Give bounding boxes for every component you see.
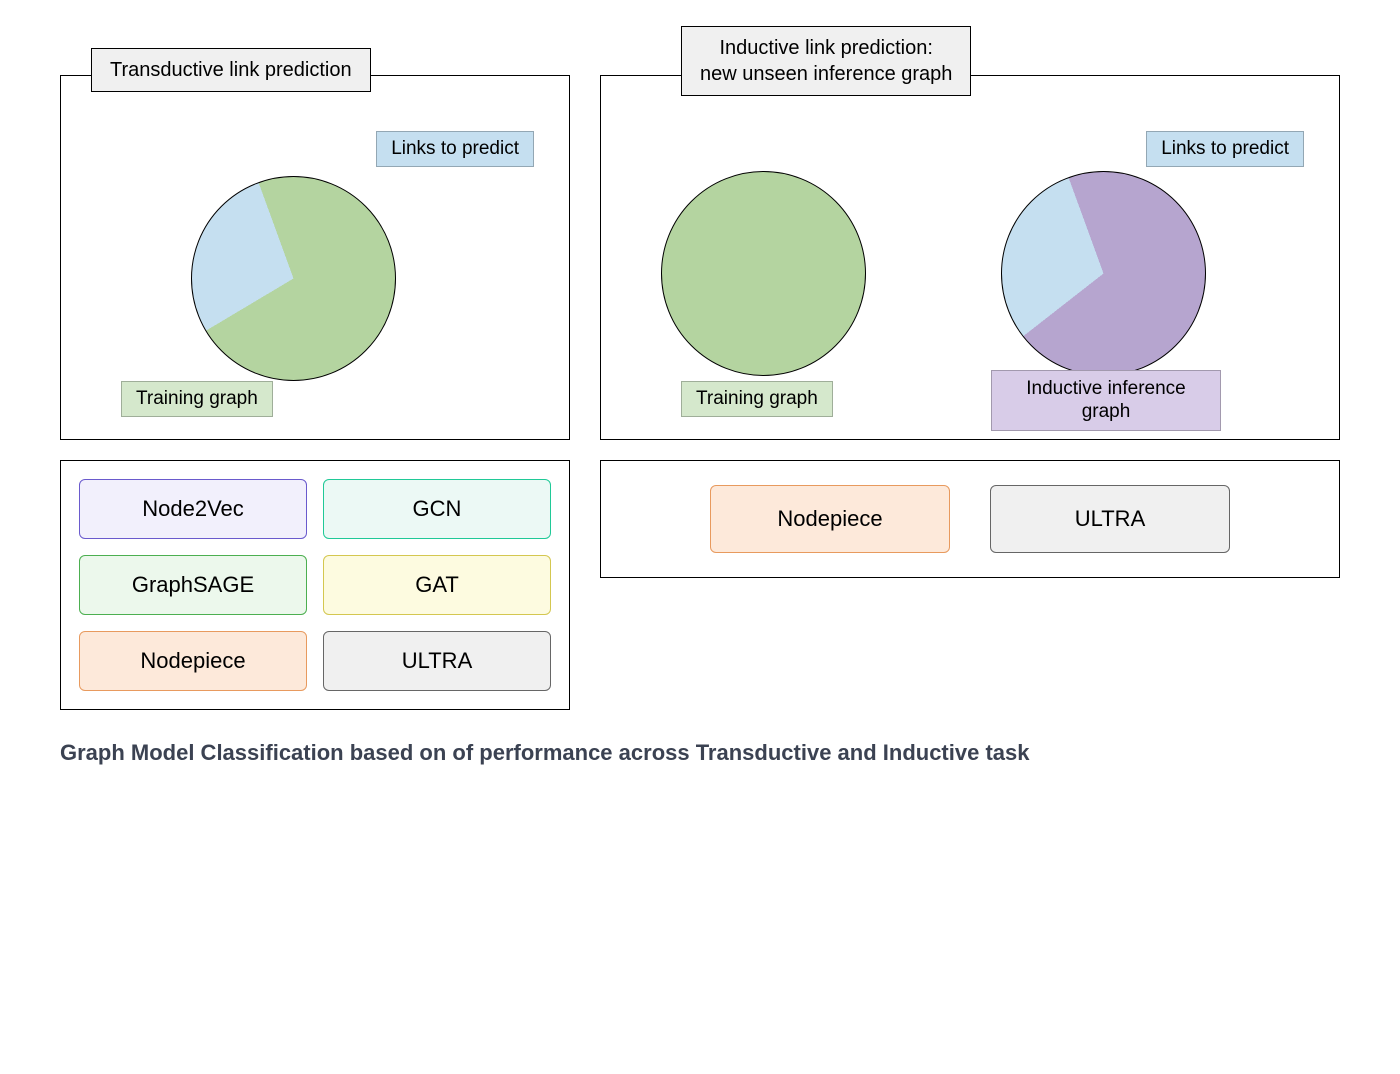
transductive-title: Transductive link prediction: [91, 48, 371, 92]
inductive-inference-label: Inductive inference graph: [991, 370, 1221, 432]
inductive-inference-pie: [1001, 171, 1206, 376]
training-graph-label: Training graph: [121, 381, 273, 417]
model-ultra: ULTRA: [323, 631, 551, 691]
transductive-pie: [191, 176, 396, 381]
figure-caption: Graph Model Classification based on of p…: [60, 740, 1340, 766]
model-nodepiece-inductive: Nodepiece: [710, 485, 950, 553]
training-graph-label-inductive: Training graph: [681, 381, 833, 417]
links-to-predict-label: Links to predict: [376, 131, 534, 167]
inductive-panel: Inductive link prediction: new unseen in…: [600, 75, 1340, 440]
inductive-models-panel: Nodepiece ULTRA: [600, 460, 1340, 578]
links-to-predict-label-inductive: Links to predict: [1146, 131, 1304, 167]
model-nodepiece: Nodepiece: [79, 631, 307, 691]
transductive-models-panel: Node2Vec GCN GraphSAGE GAT Nodepiece ULT…: [60, 460, 570, 710]
model-node2vec: Node2Vec: [79, 479, 307, 539]
model-graphsage: GraphSAGE: [79, 555, 307, 615]
inductive-training-pie: [661, 171, 866, 376]
transductive-panel: Transductive link prediction Links to pr…: [60, 75, 570, 440]
model-gat: GAT: [323, 555, 551, 615]
inductive-title: Inductive link prediction: new unseen in…: [681, 26, 971, 96]
model-ultra-inductive: ULTRA: [990, 485, 1230, 553]
model-gcn: GCN: [323, 479, 551, 539]
